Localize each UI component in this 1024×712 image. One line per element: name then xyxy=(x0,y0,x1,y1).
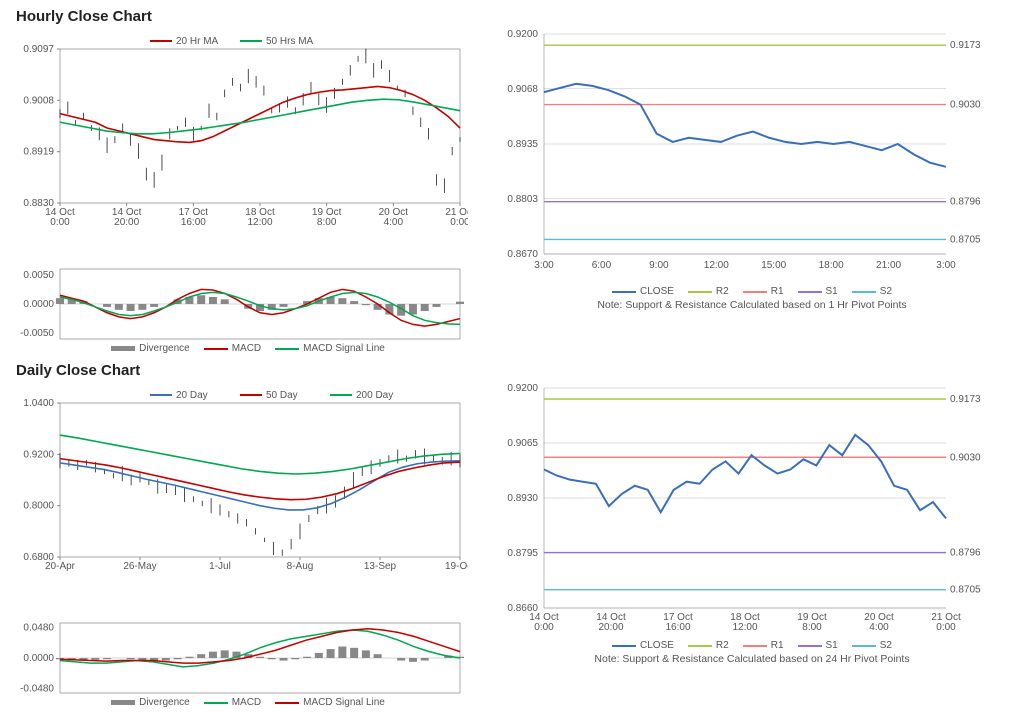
hourly-price-chart: 0.88300.89190.90080.909714 Oct0:0014 Oct… xyxy=(8,31,468,261)
svg-text:18:00: 18:00 xyxy=(819,260,844,271)
svg-text:20 Day: 20 Day xyxy=(176,390,208,401)
svg-text:0.9173: 0.9173 xyxy=(950,394,981,405)
svg-text:8:00: 8:00 xyxy=(802,622,822,633)
svg-text:0.9200: 0.9200 xyxy=(23,449,54,460)
hourly-sr-note: Note: Support & Resistance Calculated ba… xyxy=(492,299,1012,311)
svg-text:0.0000: 0.0000 xyxy=(23,299,54,310)
legend-item: S1 xyxy=(798,640,838,651)
svg-text:0.8000: 0.8000 xyxy=(23,501,54,512)
legend-item: CLOSE xyxy=(612,640,674,651)
hourly-title: Hourly Close Chart xyxy=(8,4,488,31)
hourly-right-panel: 0.8670 0.8803 0.8935 0.9068 0.9200 3:00 6:00 9:… xyxy=(492,4,1012,354)
svg-text:0.9068: 0.9068 xyxy=(507,84,538,95)
svg-text:20:00: 20:00 xyxy=(114,217,139,228)
svg-text:0.9200: 0.9200 xyxy=(507,383,538,394)
svg-text:0.9065: 0.9065 xyxy=(507,438,538,449)
legend-item: Divergence xyxy=(111,343,190,354)
svg-text:0.0000: 0.0000 xyxy=(23,653,54,664)
svg-text:0.8930: 0.8930 xyxy=(507,493,538,504)
svg-text:20-Apr: 20-Apr xyxy=(45,561,76,572)
svg-text:9:00: 9:00 xyxy=(649,260,669,271)
svg-text:0:00: 0:00 xyxy=(534,622,554,633)
legend-item: MACD Signal Line xyxy=(275,343,385,354)
svg-text:0:00: 0:00 xyxy=(50,217,70,228)
svg-text:0.8796: 0.8796 xyxy=(950,548,981,559)
svg-text:200 Day: 200 Day xyxy=(356,390,393,401)
chart-grid: Hourly Close Chart 0.88300.89190.90080.9… xyxy=(0,0,1024,712)
daily-macd-chart: -0.0480 0.0000 0.0480 xyxy=(8,619,468,696)
svg-text:0.8796: 0.8796 xyxy=(950,197,981,208)
daily-sr-chart: 0.86600.87950.89300.90650.920014 Oct0:00… xyxy=(492,380,992,638)
svg-text:8-Aug: 8-Aug xyxy=(287,561,314,572)
svg-text:1.0400: 1.0400 xyxy=(23,398,54,409)
svg-text:12:00: 12:00 xyxy=(732,622,757,633)
svg-text:0.8670: 0.8670 xyxy=(507,249,538,260)
hourly-macd-legend: Divergence MACD MACD Signal Line xyxy=(8,343,488,354)
svg-text:4:00: 4:00 xyxy=(869,622,889,633)
svg-text:12:00: 12:00 xyxy=(704,260,729,271)
legend-item: R2 xyxy=(688,286,729,297)
daily-sr-note: Note: Support & Resistance Calculated ba… xyxy=(492,653,1012,665)
daily-sr-legend: CLOSE R2 R1 S1 S2 xyxy=(492,640,1012,651)
daily-macd-legend: Divergence MACD MACD Signal Line xyxy=(8,697,488,708)
svg-text:26-May: 26-May xyxy=(123,561,156,572)
legend-item: S1 xyxy=(798,286,838,297)
legend-item: CLOSE xyxy=(612,286,674,297)
legend-item: MACD xyxy=(204,343,261,354)
svg-text:3:00: 3:00 xyxy=(936,260,956,271)
svg-text:-0.0480: -0.0480 xyxy=(20,683,54,694)
svg-text:16:00: 16:00 xyxy=(665,622,690,633)
svg-text:0.9173: 0.9173 xyxy=(950,40,981,51)
svg-text:50 Hrs MA: 50 Hrs MA xyxy=(266,36,314,47)
svg-text:20:00: 20:00 xyxy=(598,622,623,633)
hourly-sr-legend: CLOSE R2 R1 S1 S2 xyxy=(492,286,1012,297)
svg-text:0.8935: 0.8935 xyxy=(507,139,538,150)
svg-text:50 Day: 50 Day xyxy=(266,390,298,401)
svg-text:0.8705: 0.8705 xyxy=(950,234,981,245)
svg-text:0.9030: 0.9030 xyxy=(950,100,981,111)
svg-text:13-Sep: 13-Sep xyxy=(364,561,397,572)
svg-text:0.9030: 0.9030 xyxy=(950,452,981,463)
legend-item: R1 xyxy=(743,640,784,651)
svg-text:0.9008: 0.9008 xyxy=(23,95,54,106)
legend-item: MACD Signal Line xyxy=(275,697,385,708)
hourly-sr-chart: 0.8670 0.8803 0.8935 0.9068 0.9200 3:00 6:00 9:… xyxy=(492,26,992,284)
legend-item: MACD xyxy=(204,697,261,708)
hourly-macd-chart: -0.0050 0.0000 0.0050 xyxy=(8,265,468,342)
svg-text:-0.0050: -0.0050 xyxy=(20,328,54,339)
daily-title: Daily Close Chart xyxy=(8,358,488,385)
svg-text:21:00: 21:00 xyxy=(876,260,901,271)
svg-text:0.0050: 0.0050 xyxy=(23,269,54,280)
legend-item: Divergence xyxy=(111,697,190,708)
legend-item: R2 xyxy=(688,640,729,651)
svg-text:3:00: 3:00 xyxy=(534,260,554,271)
svg-text:0.8803: 0.8803 xyxy=(507,194,538,205)
daily-right-panel: 0.86600.87950.89300.90650.920014 Oct0:00… xyxy=(492,358,1012,708)
svg-text:16:00: 16:00 xyxy=(181,217,206,228)
svg-text:0.9200: 0.9200 xyxy=(507,29,538,40)
svg-text:0.9097: 0.9097 xyxy=(23,44,54,55)
svg-text:12:00: 12:00 xyxy=(247,217,272,228)
legend-item: R1 xyxy=(743,286,784,297)
svg-text:19-Oct: 19-Oct xyxy=(445,561,468,572)
svg-text:6:00: 6:00 xyxy=(592,260,612,271)
legend-item: S2 xyxy=(852,640,892,651)
svg-text:0.8919: 0.8919 xyxy=(23,147,54,158)
legend-item: S2 xyxy=(852,286,892,297)
svg-text:0.8795: 0.8795 xyxy=(507,548,538,559)
svg-text:1-Jul: 1-Jul xyxy=(209,561,231,572)
hourly-left-panel: Hourly Close Chart 0.88300.89190.90080.9… xyxy=(8,4,488,354)
svg-text:20 Hr MA: 20 Hr MA xyxy=(176,36,219,47)
daily-price-chart: 0.68000.80000.92001.040020-Apr26-May1-Ju… xyxy=(8,385,468,615)
svg-text:0.8705: 0.8705 xyxy=(950,585,981,596)
svg-text:0:00: 0:00 xyxy=(936,622,956,633)
svg-text:4:00: 4:00 xyxy=(384,217,404,228)
svg-text:15:00: 15:00 xyxy=(761,260,786,271)
svg-text:0.0480: 0.0480 xyxy=(23,622,54,633)
daily-left-panel: Daily Close Chart 0.68000.80000.92001.04… xyxy=(8,358,488,708)
svg-text:0:00: 0:00 xyxy=(450,217,468,228)
svg-text:8:00: 8:00 xyxy=(317,217,337,228)
